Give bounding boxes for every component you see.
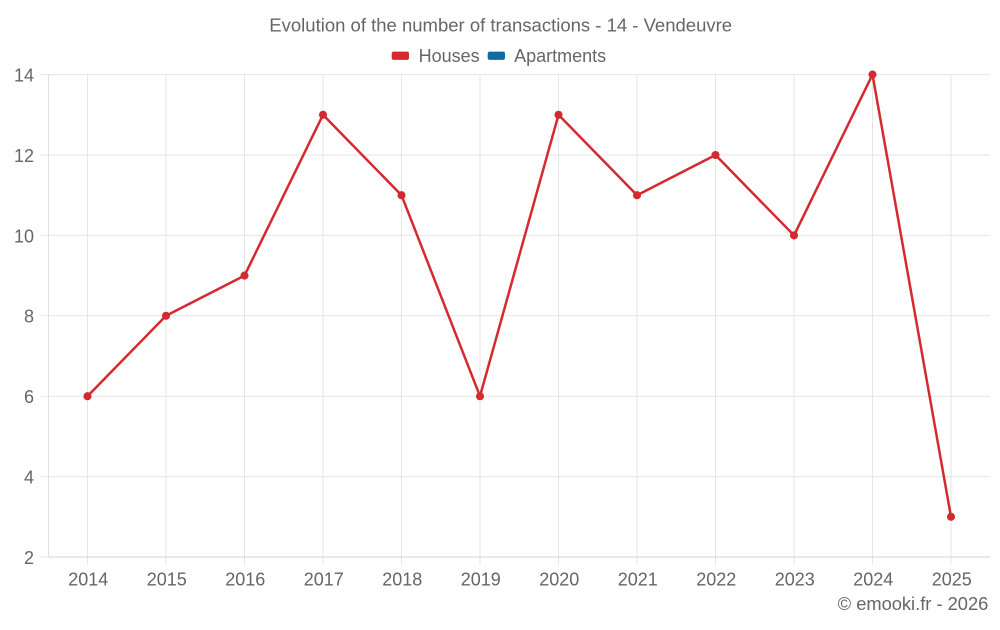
svg-text:2024: 2024 <box>853 570 893 590</box>
svg-text:2019: 2019 <box>461 570 501 590</box>
svg-text:10: 10 <box>14 226 34 246</box>
svg-text:2014: 2014 <box>68 570 108 590</box>
svg-text:Apartments: Apartments <box>514 46 606 66</box>
svg-text:Evolution of the number of tra: Evolution of the number of transactions … <box>269 15 732 36</box>
svg-text:2025: 2025 <box>932 570 972 590</box>
svg-text:12: 12 <box>14 146 34 166</box>
svg-text:2015: 2015 <box>147 570 187 590</box>
svg-text:2016: 2016 <box>225 570 265 590</box>
svg-text:2021: 2021 <box>618 570 658 590</box>
svg-text:2018: 2018 <box>382 570 422 590</box>
svg-text:6: 6 <box>24 387 34 407</box>
svg-text:2017: 2017 <box>304 570 344 590</box>
svg-text:14: 14 <box>14 66 34 86</box>
svg-text:8: 8 <box>24 307 34 327</box>
svg-text:4: 4 <box>24 468 34 488</box>
svg-text:2022: 2022 <box>696 570 736 590</box>
svg-text:2023: 2023 <box>775 570 815 590</box>
svg-text:2020: 2020 <box>539 570 579 590</box>
svg-text:© emooki.fr - 2026: © emooki.fr - 2026 <box>838 593 989 614</box>
svg-text:2: 2 <box>24 548 34 568</box>
svg-text:Houses: Houses <box>419 46 480 66</box>
